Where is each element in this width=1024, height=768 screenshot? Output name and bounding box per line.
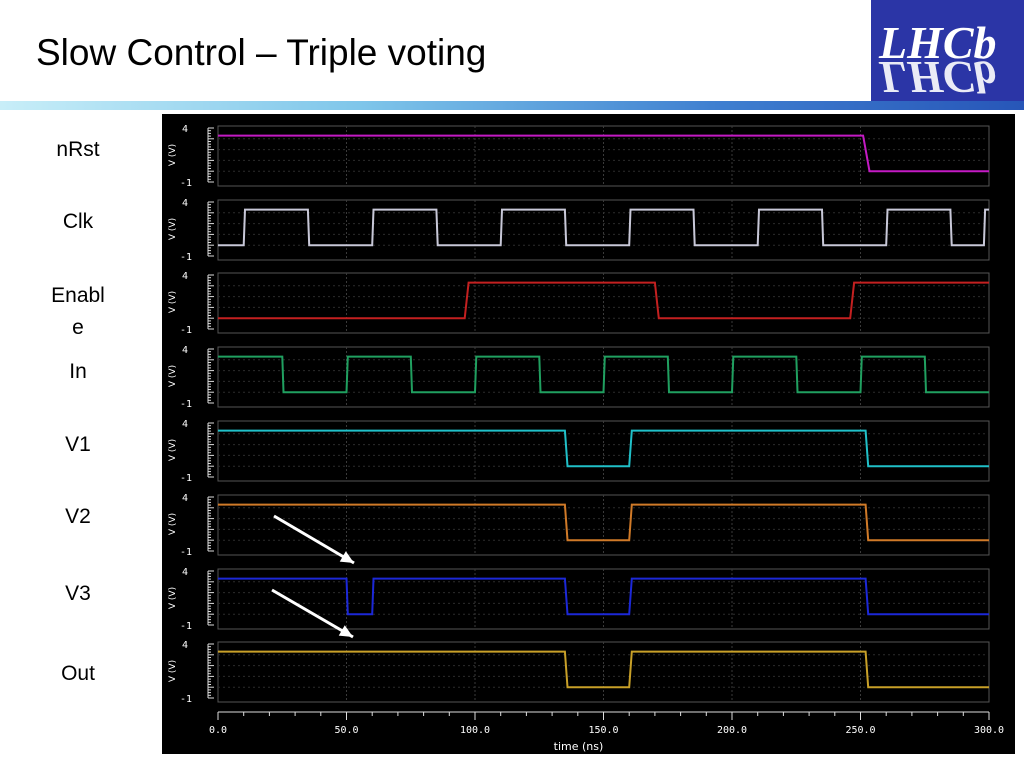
waveform-4 xyxy=(218,429,989,468)
x-tick-label-5: 250.0 xyxy=(845,725,875,736)
arrow-v3-head xyxy=(338,625,353,637)
y-tick-label-top-0: 4 xyxy=(182,124,188,135)
label-nrst: nRst xyxy=(56,138,100,161)
y-tick-label-bottom-4: -1 xyxy=(180,473,192,484)
x-tick-label-6: 300.0 xyxy=(974,725,1004,736)
waveform-0 xyxy=(218,134,989,173)
y-tick-label-top-5: 4 xyxy=(182,493,188,504)
y-axis-label-3: V (V) xyxy=(168,365,178,387)
waveform-7 xyxy=(218,650,989,689)
y-axis-label-5: V (V) xyxy=(168,513,178,535)
waveform-2 xyxy=(218,281,989,320)
slide-title: Slow Control – Triple voting xyxy=(36,32,487,73)
arrow-v3-shaft xyxy=(271,588,354,639)
label-v1: V1 xyxy=(65,433,91,456)
y-tick-label-bottom-7: -1 xyxy=(180,694,192,705)
title-gradient-bar xyxy=(0,101,1024,110)
waveform-5 xyxy=(218,503,989,542)
label-in: In xyxy=(69,360,87,383)
label-out: Out xyxy=(61,662,95,685)
y-axis-label-7: V (V) xyxy=(168,660,178,682)
y-tick-label-top-6: 4 xyxy=(182,567,188,578)
waveform-6 xyxy=(218,577,989,616)
y-axis-label-4: V (V) xyxy=(168,439,178,461)
y-tick-label-top-2: 4 xyxy=(182,271,188,282)
waveform-3 xyxy=(218,355,989,394)
x-tick-label-4: 200.0 xyxy=(717,725,747,736)
y-tick-label-bottom-1: -1 xyxy=(180,252,192,263)
y-tick-label-bottom-0: -1 xyxy=(180,178,192,189)
label-enable: Enabl e xyxy=(51,284,105,339)
y-tick-label-bottom-2: -1 xyxy=(180,325,192,336)
y-tick-label-bottom-5: -1 xyxy=(180,547,192,558)
y-tick-label-bottom-3: -1 xyxy=(180,399,192,410)
lhcb-logo: LHCb LHCb xyxy=(871,0,1024,101)
y-axis-label-1: V (V) xyxy=(168,218,178,240)
label-clk: Clk xyxy=(62,210,94,233)
y-tick-label-top-4: 4 xyxy=(182,419,188,430)
x-tick-label-2: 100.0 xyxy=(460,725,490,736)
y-axis-label-6: V (V) xyxy=(168,587,178,609)
arrow-v2-head xyxy=(339,551,354,563)
arrow-v2-shaft xyxy=(273,514,355,565)
logo-text: LHCb xyxy=(878,17,997,68)
label-v2: V2 xyxy=(65,505,91,528)
logo-reflection: LHCb xyxy=(878,52,997,101)
y-tick-label-top-1: 4 xyxy=(182,198,188,209)
y-tick-label-bottom-6: -1 xyxy=(180,621,192,632)
waveform-svg: 4 -1 V (V) 4 -1 V (V) 4 -1 V (V) 4 -1 V (V) 4 -1 V (V)… xyxy=(168,124,1004,753)
y-axis-label-0: V (V) xyxy=(168,144,178,166)
x-tick-label-1: 50.0 xyxy=(334,725,358,736)
x-axis-label: time (ns) xyxy=(554,740,604,753)
y-axis-label-2: V (V) xyxy=(168,291,178,313)
x-tick-label-0: 0.0 xyxy=(209,725,227,736)
waveform-plot: 4 -1 V (V) 4 -1 V (V) 4 -1 V (V) 4 -1 V (V) 4 -1 V (V)… xyxy=(162,114,1015,754)
label-v3: V3 xyxy=(65,582,91,605)
waveform-1 xyxy=(218,208,989,247)
x-tick-label-3: 150.0 xyxy=(588,725,618,736)
y-tick-label-top-3: 4 xyxy=(182,345,188,356)
y-tick-label-top-7: 4 xyxy=(182,640,188,651)
